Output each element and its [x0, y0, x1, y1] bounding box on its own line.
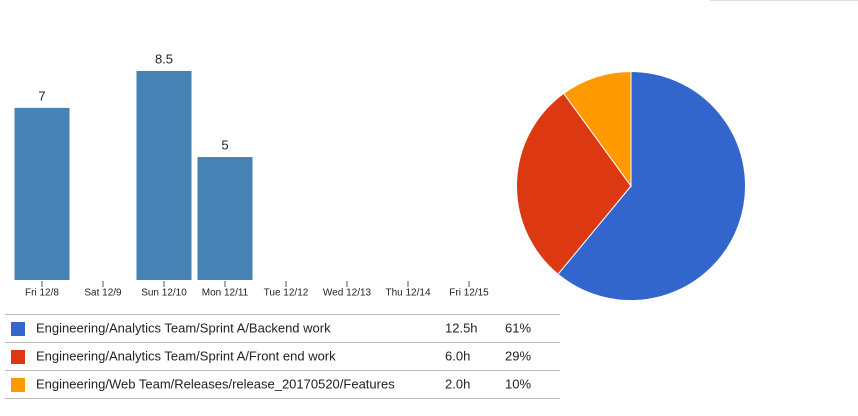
x-tick-label: Fri 12/15: [449, 288, 489, 299]
legend-swatch: [11, 322, 25, 336]
row-name: Engineering/Analytics Team/Sprint A/Back…: [36, 320, 331, 335]
row-name: Engineering/Web Team/Releases/release_20…: [36, 376, 395, 391]
value-label: 7: [38, 88, 45, 103]
pie-slice: [557, 70, 746, 301]
x-tick-label: Sun 12/10: [141, 288, 187, 299]
legend-swatch: [11, 378, 25, 392]
x-tick-label: Wed 12/13: [323, 288, 372, 299]
x-tick-label: Tue 12/12: [264, 288, 309, 299]
row-hours: 12.5h: [445, 320, 478, 335]
row-hours: 6.0h: [445, 348, 470, 363]
value-label: 8.5: [155, 51, 173, 66]
pie-slice: [516, 92, 632, 275]
x-tick-label: Thu 12/14: [385, 288, 430, 299]
bar: [197, 157, 253, 280]
pie-slice: [563, 70, 632, 188]
x-tick-label: Fri 12/8: [25, 288, 59, 299]
value-label: 5: [221, 137, 228, 152]
legend-swatch: [11, 350, 25, 364]
row-percent: 10%: [505, 376, 531, 391]
x-tick-label: Mon 12/11: [202, 288, 249, 299]
row-percent: 29%: [505, 348, 531, 363]
x-tick-label: Sat 12/9: [84, 288, 122, 299]
row-hours: 2.0h: [445, 376, 470, 391]
row-percent: 61%: [505, 320, 531, 335]
bar: [136, 71, 192, 280]
row-name: Engineering/Analytics Team/Sprint A/Fron…: [36, 348, 336, 363]
bar: [14, 107, 70, 280]
